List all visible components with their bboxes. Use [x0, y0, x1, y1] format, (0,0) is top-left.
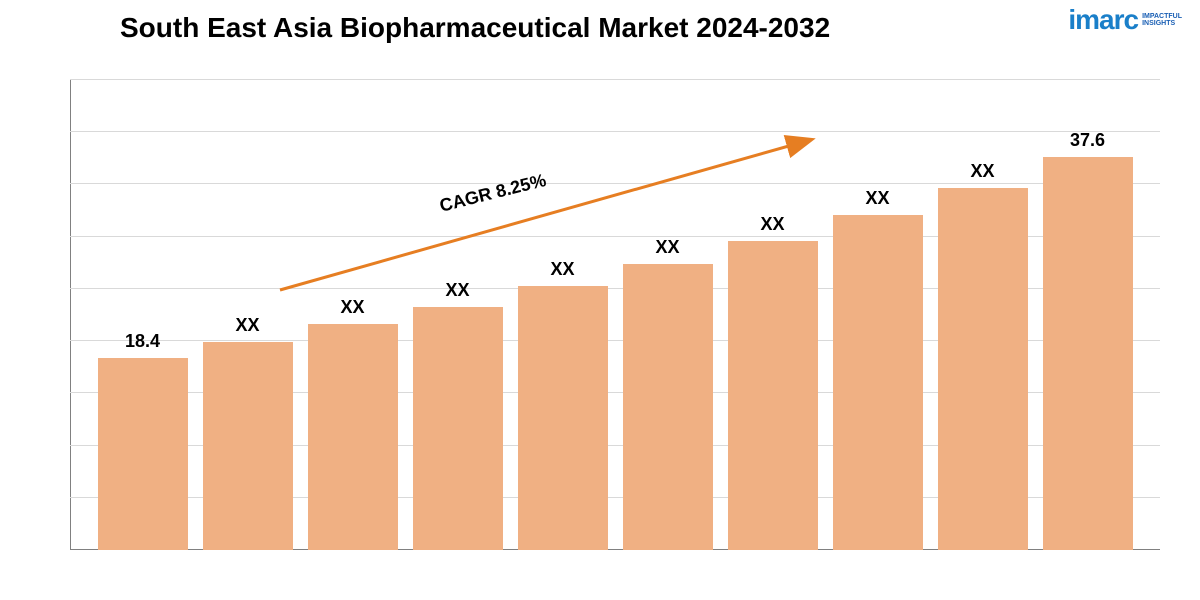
- chart-title: South East Asia Biopharmaceutical Market…: [120, 12, 830, 44]
- bar-label: 37.6: [1070, 130, 1105, 151]
- bar-label: XX: [445, 280, 469, 301]
- bar: [1043, 157, 1133, 550]
- bar: [938, 188, 1028, 550]
- logo-tagline: IMPACTFUL INSIGHTS: [1142, 13, 1182, 27]
- bar-label: XX: [235, 315, 259, 336]
- bar-label: XX: [340, 297, 364, 318]
- bar: [518, 286, 608, 550]
- bar: [308, 324, 398, 550]
- bar-group: XX: [728, 214, 818, 550]
- bar-label: XX: [970, 161, 994, 182]
- logo: imarc IMPACTFUL INSIGHTS: [1068, 4, 1182, 36]
- bar-label: XX: [655, 237, 679, 258]
- bar-group: 37.6: [1043, 130, 1133, 550]
- bar-group: XX: [308, 297, 398, 550]
- bar-group: XX: [518, 259, 608, 550]
- bar-group: XX: [623, 237, 713, 550]
- bar-group: XX: [203, 315, 293, 550]
- bar-label: XX: [865, 188, 889, 209]
- bar: [728, 241, 818, 550]
- bar-group: XX: [938, 161, 1028, 550]
- chart-area: 18.4XXXXXXXXXXXXXXXX37.6 CAGR 8.25%: [70, 80, 1160, 550]
- bar-label: XX: [550, 259, 574, 280]
- bar: [833, 215, 923, 550]
- logo-text: imarc: [1068, 4, 1138, 36]
- bar: [203, 342, 293, 550]
- bar: [413, 307, 503, 550]
- bar-group: XX: [413, 280, 503, 550]
- bar-label: 18.4: [125, 331, 160, 352]
- bar-label: XX: [760, 214, 784, 235]
- bars-container: 18.4 XX XX XX XX XX XX XX XX 37.6: [70, 80, 1160, 550]
- bar: [623, 264, 713, 550]
- bar-group: 18.4: [98, 331, 188, 550]
- bar-group: XX: [833, 188, 923, 550]
- bar: [98, 358, 188, 550]
